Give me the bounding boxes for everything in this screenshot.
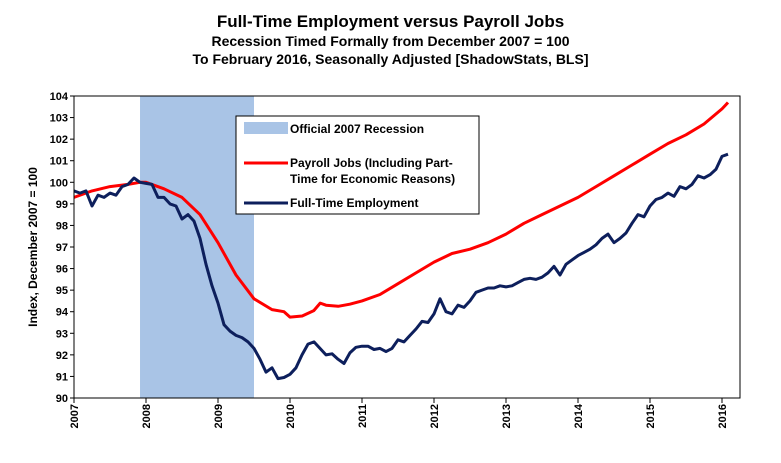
y-tick-label: 93 <box>56 328 68 340</box>
y-tick-label: 100 <box>50 177 68 189</box>
chart-title: Full-Time Employment versus Payroll Jobs <box>216 12 565 31</box>
y-tick-label: 91 <box>56 371 68 383</box>
y-tick-label: 102 <box>50 134 68 146</box>
chart-titles: Full-Time Employment versus Payroll Jobs… <box>0 12 781 68</box>
legend: Official 2007 Recession Payroll Jobs (In… <box>235 115 480 215</box>
x-tick-label: 2015 <box>645 404 657 428</box>
y-tick-label: 96 <box>56 264 68 276</box>
chart-subtitle-1: Recession Timed Formally from December 2… <box>211 33 570 49</box>
x-tick-label: 2012 <box>429 404 441 428</box>
legend-label-payroll-line1: Payroll Jobs (Including Part- <box>290 156 453 170</box>
y-tick-label: 92 <box>56 350 68 362</box>
x-tick-label: 2014 <box>573 403 585 428</box>
series-layer <box>73 101 730 381</box>
y-tick-label: 95 <box>56 285 68 297</box>
y-tick-label: 90 <box>56 393 68 405</box>
series-line-full-time-employment <box>73 152 729 381</box>
y-tick-label: 98 <box>56 220 68 232</box>
x-tick-label: 2008 <box>141 404 153 428</box>
x-axis: 2007 2008 2009 2010 2011 2012 2013 2014 2015 2016 <box>69 398 729 428</box>
y-tick-label: 101 <box>50 156 68 168</box>
y-tick-label: 99 <box>56 199 68 211</box>
chart-subtitle-2: To February 2016, Seasonally Adjusted [S… <box>192 51 589 67</box>
x-tick-label: 2013 <box>501 404 513 428</box>
y-tick-label: 103 <box>50 113 68 125</box>
x-tick-label: 2010 <box>285 404 297 428</box>
x-tick-label: 2009 <box>213 404 225 428</box>
series-line-payroll-jobs <box>73 101 730 319</box>
legend-swatch-recession <box>244 122 288 134</box>
y-tick-label: 97 <box>56 242 68 254</box>
y-axis-label: Index, December 2007 = 100 <box>26 167 40 327</box>
x-tick-label: 2007 <box>69 404 81 428</box>
legend-label-payroll-line2: Time for Economic Reasons) <box>290 172 455 186</box>
y-tick-label: 94 <box>56 307 69 319</box>
x-tick-label: 2016 <box>717 404 729 428</box>
legend-label-recession: Official 2007 Recession <box>290 122 424 136</box>
recession-band <box>140 96 254 398</box>
y-axis: 90 91 92 93 94 95 96 97 98 99 100 101 102 103 104 <box>50 91 74 405</box>
y-tick-label: 104 <box>50 91 69 103</box>
legend-label-fulltime: Full-Time Employment <box>290 196 418 210</box>
x-tick-label: 2011 <box>357 404 369 428</box>
